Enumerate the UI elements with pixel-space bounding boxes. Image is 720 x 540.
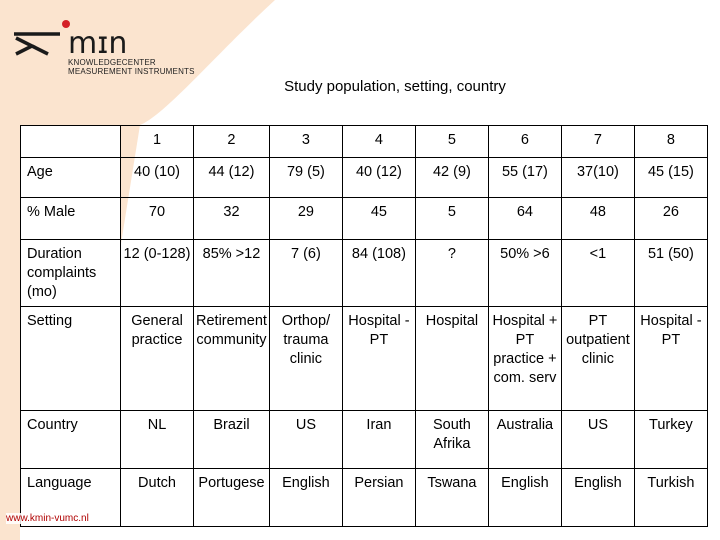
table-cell: 79 (5) xyxy=(268,157,343,198)
table-cell: 40 (10) xyxy=(120,157,194,198)
footer-url-link[interactable]: www.kmin-vumc.nl xyxy=(6,513,89,524)
header-cell: 6 xyxy=(487,125,562,158)
table-cell: Turkey xyxy=(633,410,708,469)
table-cell: General practice xyxy=(120,306,194,411)
table-cell: Retirement community xyxy=(193,306,270,411)
table-cell: 51 (50) xyxy=(633,239,708,307)
table-cell: Hospital - PT xyxy=(341,306,416,411)
table-cell: English xyxy=(268,468,343,527)
logo-line-1: KNOWLEDGECENTER xyxy=(68,58,156,67)
table-cell: Turkish xyxy=(633,468,708,527)
table-cell: 84 (108) xyxy=(341,239,416,307)
page-title: Study population, setting, country xyxy=(284,78,506,95)
table-row: Setting General practice Retirement comm… xyxy=(20,306,708,411)
table-cell: Persian xyxy=(341,468,416,527)
table-cell: Brazil xyxy=(193,410,270,469)
table-cell: Portugese xyxy=(193,468,270,527)
table-cell: Hospital + PT practice + com. serv xyxy=(487,306,562,411)
table-cell: 64 xyxy=(487,197,562,240)
table-cell: Tswana xyxy=(414,468,489,527)
table-cell: 55 (17) xyxy=(487,157,562,198)
table-cell: 7 (6) xyxy=(268,239,343,307)
table-cell: 45 xyxy=(341,197,416,240)
row-label: Duration complaints (mo) xyxy=(20,239,121,307)
table-cell: 44 (12) xyxy=(193,157,270,198)
table-cell: 48 xyxy=(560,197,635,240)
header-cell: 8 xyxy=(633,125,708,158)
table-cell: Dutch xyxy=(120,468,194,527)
table-cell: ? xyxy=(414,239,489,307)
table-cell: NL xyxy=(120,410,194,469)
table-row: Language Dutch Portugese English Persian… xyxy=(20,468,708,527)
table-cell: 26 xyxy=(633,197,708,240)
header-cell: 5 xyxy=(414,125,489,158)
table-cell: <1 xyxy=(560,239,635,307)
table-cell: US xyxy=(560,410,635,469)
table-cell: Hospital - PT xyxy=(633,306,708,411)
table-cell: South Afrika xyxy=(414,410,489,469)
row-label: Country xyxy=(20,410,121,469)
row-label: Setting xyxy=(20,306,121,411)
table-cell: 42 (9) xyxy=(414,157,489,198)
kmin-logo: mɪn xyxy=(14,20,127,61)
header-cell: 4 xyxy=(341,125,416,158)
table-row: % Male 70 32 29 45 5 64 48 26 xyxy=(20,197,708,240)
table-cell: Orthop/ trauma clinic xyxy=(268,306,343,411)
table-cell: Iran xyxy=(341,410,416,469)
logo-subtitle: KNOWLEDGECENTER MEASUREMENT INSTRUMENTS xyxy=(68,58,195,76)
table-row: Country NL Brazil US Iran South Afrika A… xyxy=(20,410,708,469)
table-cell: English xyxy=(560,468,635,527)
logo-wordmark: mɪn xyxy=(68,26,127,61)
table-header-row: 1 2 3 4 5 6 7 8 xyxy=(20,125,708,158)
table-cell: English xyxy=(487,468,562,527)
header-cell: 3 xyxy=(268,125,343,158)
table-cell: 37(10) xyxy=(560,157,635,198)
table-cell: 32 xyxy=(193,197,270,240)
table-cell: Hospital xyxy=(414,306,489,411)
table-row: Age 40 (10) 44 (12) 79 (5) 40 (12) 42 (9… xyxy=(20,157,708,198)
table-cell: 40 (12) xyxy=(341,157,416,198)
row-label: Age xyxy=(20,157,121,198)
table-cell: 5 xyxy=(414,197,489,240)
header-cell: 7 xyxy=(560,125,635,158)
table-cell: 29 xyxy=(268,197,343,240)
table-cell: PT outpatient clinic xyxy=(560,306,635,411)
study-table: 1 2 3 4 5 6 7 8 Age 40 (10) 44 (12) 79 (… xyxy=(20,125,708,527)
header-cell: 2 xyxy=(193,125,270,158)
table-cell: US xyxy=(268,410,343,469)
table-cell: 12 (0-128) xyxy=(120,239,194,307)
table-cell: Australia xyxy=(487,410,562,469)
table-cell: 85% >12 xyxy=(193,239,270,307)
header-cell: 1 xyxy=(120,125,194,158)
table-cell: 45 (15) xyxy=(633,157,708,198)
logo-line-2: MEASUREMENT INSTRUMENTS xyxy=(68,67,195,76)
table-cell: 50% >6 xyxy=(487,239,562,307)
header-cell xyxy=(20,125,121,158)
row-label: % Male xyxy=(20,197,121,240)
table-cell: 70 xyxy=(120,197,194,240)
table-row: Duration complaints (mo) 12 (0-128) 85% … xyxy=(20,239,708,307)
